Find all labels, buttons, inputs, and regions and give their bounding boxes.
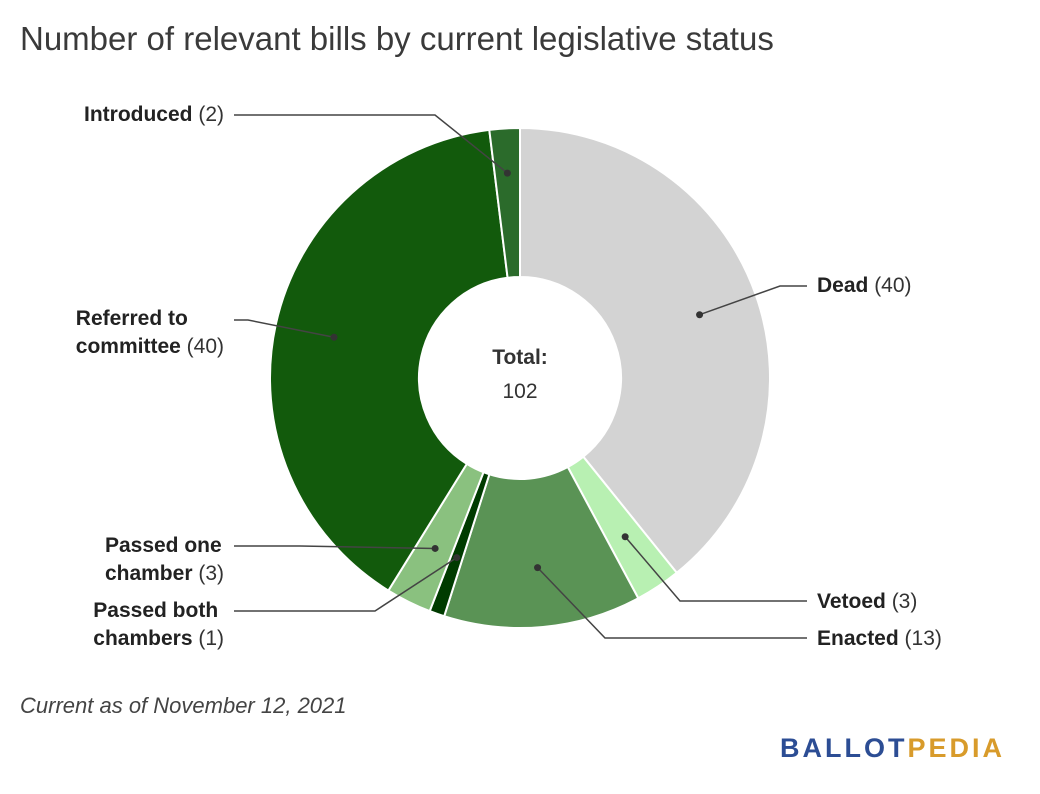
slice-label-text: Enacted [817, 627, 899, 650]
slice-label-text: Passed both [93, 599, 219, 622]
slice-value: (3) [885, 590, 918, 613]
leader-dot-dead [696, 311, 704, 319]
slice-dead[interactable] [519, 126, 771, 575]
ballotpedia-logo[interactable]: BALLOTPEDIA [780, 733, 1005, 764]
slice-label-introduced: Introduced (2) [84, 101, 224, 129]
slice-value: (1) [192, 627, 224, 650]
slice-label-vetoed: Vetoed (3) [817, 588, 917, 616]
slice-label-text: committee [75, 335, 181, 358]
leader-line-passed-both-chambers [234, 556, 458, 612]
slice-label-dead: Dead (40) [817, 272, 912, 300]
slice-label-text: chamber [104, 562, 193, 585]
slice-label-referred-to-committee: Referred to committee (40) [76, 305, 224, 361]
leader-dot-introduced [503, 169, 511, 177]
leader-line-passed-one-chamber [234, 545, 436, 550]
leader-line-referred-to-committee [234, 319, 335, 339]
leader-line-dead [699, 285, 807, 316]
leader-line-introduced [234, 114, 508, 174]
leader-dot-passed-both-chambers [453, 554, 461, 562]
leader-line-enacted [537, 567, 807, 639]
logo-part-1: BALLOT [780, 733, 908, 763]
slice-value: (40) [180, 335, 224, 358]
footnote: Current as of November 12, 2021 [20, 693, 347, 718]
slice-label-passed-both-chambers: Passed both chambers (1) [93, 597, 224, 653]
leader-dot-passed-one-chamber [431, 544, 439, 552]
chart-title: Number of relevant bills by current legi… [20, 20, 774, 57]
slice-value: (2) [192, 103, 224, 126]
slice-label-text: Dead [817, 274, 869, 297]
total-value: 102 [502, 380, 538, 403]
slice-label-text: Introduced [84, 103, 193, 126]
slice-label-text: Referred to [75, 307, 188, 330]
slice-value: (40) [868, 274, 912, 297]
slice-referred-to-committee[interactable] [269, 128, 509, 592]
leader-dot-vetoed [621, 533, 629, 541]
total-label: Total: [492, 346, 548, 369]
slice-value: (3) [192, 562, 224, 585]
slice-label-text: chambers [93, 627, 193, 650]
logo-part-2: PEDIA [907, 733, 1006, 763]
leader-line-vetoed [624, 536, 807, 602]
slice-label-enacted: Enacted (13) [817, 625, 942, 653]
slice-label-passed-one-chamber: Passed one chamber (3) [105, 532, 224, 588]
slice-enacted[interactable] [442, 465, 640, 629]
slice-label-text: Passed one [104, 534, 222, 557]
leader-dot-referred-to-committee [330, 333, 338, 341]
leader-dot-enacted [534, 564, 542, 572]
slice-label-text: Vetoed [817, 590, 886, 613]
slice-value: (13) [898, 627, 942, 650]
